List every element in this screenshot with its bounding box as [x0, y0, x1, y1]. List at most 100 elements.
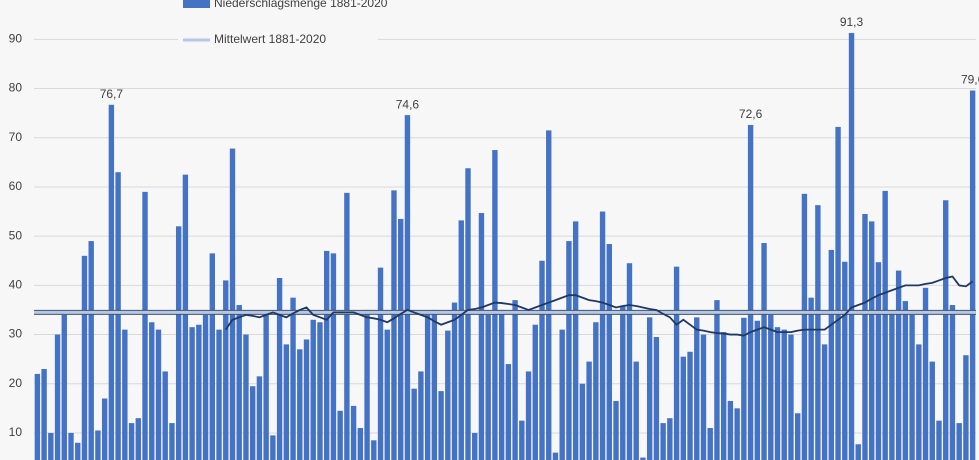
bar: [48, 432, 54, 460]
bar: [633, 361, 639, 460]
bar: [54, 334, 61, 460]
bar: [660, 423, 666, 460]
bar: [162, 371, 168, 460]
bar: [88, 241, 94, 460]
bar: [714, 300, 720, 460]
bar: [216, 329, 222, 460]
bar: [189, 327, 195, 460]
bar: [579, 383, 586, 460]
bar: [707, 428, 713, 460]
y-tick-label: 60: [9, 179, 23, 193]
bar: [175, 226, 182, 460]
legend-label: Mittelwert 1881-2020: [214, 32, 326, 46]
bar: [774, 327, 781, 460]
bar: [653, 337, 660, 460]
bar: [539, 260, 545, 460]
bar: [243, 334, 249, 460]
bar: [969, 90, 976, 460]
y-tick-label: 20: [9, 376, 23, 390]
bar: [276, 277, 283, 460]
bar: [572, 221, 579, 460]
bar: [532, 324, 538, 460]
bar: [640, 457, 646, 460]
bar: [687, 351, 693, 460]
bar: [303, 339, 310, 460]
bar: [391, 190, 397, 460]
bar: [438, 391, 444, 460]
bar: [593, 322, 599, 460]
bar: [862, 214, 868, 460]
bar: [586, 361, 592, 460]
bar: [552, 452, 559, 460]
bar: [720, 332, 727, 460]
bar: [963, 355, 969, 460]
bar: [128, 423, 135, 460]
bar: [270, 435, 276, 460]
bar: [498, 309, 505, 460]
bar: [916, 344, 922, 460]
bar: [788, 334, 794, 460]
bar: [344, 192, 350, 460]
bar: [324, 250, 330, 460]
bar: [761, 243, 767, 460]
bar: [310, 319, 316, 460]
y-tick-label: 90: [9, 32, 23, 46]
bar: [34, 373, 41, 460]
bar: [795, 413, 801, 460]
data-label: 74,6: [396, 97, 420, 111]
bar: [875, 262, 882, 460]
bar: [75, 442, 81, 460]
bar: [566, 241, 572, 460]
y-tick-label: 10: [9, 425, 23, 439]
bar: [801, 193, 808, 460]
bar: [546, 130, 552, 460]
bar: [525, 371, 532, 460]
bar: [680, 356, 686, 460]
y-tick-label: 50: [9, 228, 23, 242]
bar: [747, 124, 754, 460]
bar: [781, 329, 787, 460]
bar: [249, 386, 256, 460]
bar: [505, 364, 512, 460]
bar: [236, 305, 242, 460]
bar: [95, 430, 101, 460]
y-tick-label: 80: [9, 81, 23, 95]
bar: [902, 301, 909, 460]
bar: [317, 322, 323, 460]
bar: [350, 405, 357, 460]
bar: [828, 249, 835, 460]
bar: [673, 266, 680, 460]
bar: [377, 267, 384, 460]
bar: [458, 220, 464, 460]
bar: [741, 317, 747, 460]
bar: [943, 200, 949, 460]
bar: [842, 261, 848, 460]
bar: [694, 317, 700, 460]
bar: [909, 314, 915, 460]
data-label: 91,3: [840, 15, 864, 29]
bar: [209, 253, 215, 460]
data-label: 79,6: [961, 73, 979, 87]
bar: [135, 418, 141, 460]
bar: [727, 400, 734, 460]
bar: [41, 368, 47, 460]
bar: [700, 334, 707, 460]
bar: [404, 115, 411, 460]
data-label: 72,6: [739, 107, 763, 121]
bar: [734, 408, 740, 460]
bar: [835, 126, 841, 460]
bar: [519, 420, 525, 460]
bar: [398, 218, 404, 460]
bar: [606, 244, 612, 460]
bar: [559, 329, 565, 460]
bar: [229, 148, 236, 460]
bar: [889, 311, 895, 460]
bar: [613, 400, 619, 460]
y-tick-label: 70: [9, 130, 23, 144]
bar: [815, 205, 821, 460]
bar: [472, 432, 478, 460]
bar: [68, 432, 74, 460]
bar: [196, 324, 202, 460]
legend-swatch: [183, 0, 210, 8]
